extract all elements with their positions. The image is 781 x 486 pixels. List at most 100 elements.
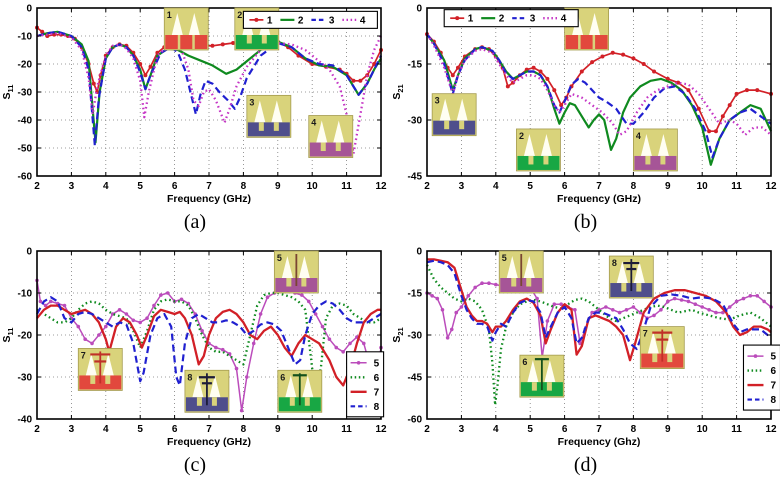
inset-number: 2	[237, 10, 242, 20]
svg-text:9: 9	[275, 424, 281, 435]
svg-text:6: 6	[562, 181, 568, 192]
svg-text:8: 8	[241, 424, 247, 435]
svg-text:5: 5	[527, 181, 533, 192]
svg-text:-45: -45	[408, 172, 423, 183]
svg-text:0: 0	[416, 247, 422, 258]
svg-text:10: 10	[697, 424, 709, 435]
svg-text:5: 5	[770, 352, 776, 363]
svg-text:-15: -15	[408, 289, 423, 300]
antenna-inset-2: 2	[234, 7, 280, 51]
series-2	[426, 33, 772, 166]
svg-text:-30: -30	[18, 373, 33, 384]
svg-text:5: 5	[527, 424, 533, 435]
svg-text:9: 9	[665, 424, 671, 435]
series-group	[425, 258, 773, 407]
svg-text:4: 4	[493, 424, 499, 435]
antenna-inset-5: 5	[498, 250, 544, 294]
svg-text:2: 2	[34, 424, 40, 435]
inset-number: 7	[81, 350, 86, 360]
antenna-inset-7: 7	[639, 326, 685, 369]
axis-ticks: 2 3 4 5 6 7 8 9 10 11 120-10-20-30-40-50-60	[18, 4, 387, 193]
svg-text:12: 12	[765, 424, 777, 435]
inset-number: 6	[280, 372, 285, 382]
svg-text:3: 3	[69, 181, 75, 192]
svg-text:8: 8	[374, 402, 380, 413]
inset-number: 1	[167, 10, 172, 20]
inset-number: 3	[249, 97, 254, 107]
series-3	[36, 30, 382, 147]
svg-text:-40: -40	[18, 116, 33, 127]
svg-text:12: 12	[765, 181, 777, 192]
antenna-inset-4: 4	[308, 115, 354, 158]
panel-b: 2 3 4 5 6 7 8 9 10 11 12 0 -15 -30 -45 Frequency (GHz) S…	[390, 0, 781, 243]
svg-text:2: 2	[34, 181, 40, 192]
svg-text:6: 6	[374, 373, 380, 384]
legend: 1 2 3 4	[242, 10, 378, 29]
svg-text:0: 0	[416, 4, 422, 15]
svg-text:3: 3	[530, 14, 536, 25]
antenna-inset-5: 5	[273, 250, 319, 294]
panel-c: 2 3 4 5 6 7 8 9 10 11 12 0 -10 -20 -30 -40 Frequency (GH…	[0, 243, 390, 486]
svg-text:10: 10	[697, 181, 709, 192]
antenna-inset-3: 3	[431, 93, 477, 137]
series-8	[426, 259, 771, 351]
antenna-inset-6: 6	[277, 369, 323, 413]
antenna-inset-4: 4	[632, 128, 678, 172]
svg-text:7: 7	[206, 424, 212, 435]
svg-text:6: 6	[562, 424, 568, 435]
y-axis-label: S21	[391, 84, 405, 99]
svg-text:1: 1	[267, 15, 273, 26]
svg-text:-10: -10	[18, 289, 33, 300]
svg-text:7: 7	[596, 424, 602, 435]
series-6	[36, 291, 382, 391]
svg-text:8: 8	[770, 395, 776, 406]
antenna-inset-2: 2	[516, 128, 561, 172]
svg-text:8: 8	[631, 181, 637, 192]
antenna-inset-1: 1	[163, 7, 209, 51]
inset-number: 4	[311, 118, 316, 128]
svg-text:-10: -10	[18, 32, 33, 43]
svg-text:7: 7	[206, 181, 212, 192]
chart-c-s11: 2 3 4 5 6 7 8 9 10 11 12 0 -10 -20 -30 -40 Frequency (GH…	[1, 247, 387, 449]
svg-text:-50: -50	[18, 144, 33, 155]
svg-text:11: 11	[731, 181, 742, 192]
svg-text:6: 6	[172, 181, 178, 192]
svg-text:3: 3	[329, 15, 335, 26]
svg-text:2: 2	[298, 15, 304, 26]
series-group	[425, 32, 773, 166]
caption-b: (b)	[573, 211, 598, 233]
svg-text:-30: -30	[18, 88, 33, 99]
chart-a-s11: 2 3 4 5 6 7 8 9 10 11 120-10-20-30-40-50-60Frequen…	[1, 4, 387, 206]
inset-number: 8	[187, 372, 192, 382]
inset-number: 3	[435, 96, 440, 106]
series-group	[35, 278, 383, 413]
inset-number: 2	[519, 131, 524, 141]
panel-d: 2 3 4 5 6 7 8 9 10 11 12 0 -15 -30 -45 -60 Frequency (Gh…	[390, 243, 781, 486]
svg-text:11: 11	[341, 181, 352, 192]
svg-text:9: 9	[665, 181, 671, 192]
svg-text:10: 10	[307, 424, 319, 435]
svg-text:11: 11	[731, 424, 742, 435]
caption-a: (a)	[183, 211, 207, 233]
svg-text:6: 6	[172, 424, 178, 435]
x-axis-label: Frequency (Ghz)	[558, 436, 641, 448]
caption-d: (d)	[573, 454, 598, 476]
svg-text:5: 5	[374, 358, 380, 369]
svg-text:4: 4	[360, 15, 366, 26]
svg-text:0: 0	[26, 4, 32, 15]
inset-number: 5	[502, 253, 507, 263]
svg-text:4: 4	[561, 14, 567, 25]
caption-c: (c)	[183, 454, 207, 476]
antenna-inset-3: 3	[246, 94, 292, 138]
series-7	[36, 304, 381, 387]
axis-ticks: 2 3 4 5 6 7 8 9 10 11 120-15-30-45	[408, 4, 777, 193]
svg-text:-15: -15	[408, 60, 423, 71]
y-axis-label: S11	[1, 85, 15, 100]
svg-text:2: 2	[424, 424, 430, 435]
antenna-inset-6: 6	[519, 354, 565, 398]
axis-ticks: 2 3 4 5 6 7 8 9 10 11 12 0 -10 -20 -30 -40	[18, 247, 387, 436]
x-axis-label: Frequency (GHz)	[167, 193, 251, 205]
legend: 5 6 7 8	[742, 344, 780, 411]
inset-number: 8	[612, 258, 617, 268]
